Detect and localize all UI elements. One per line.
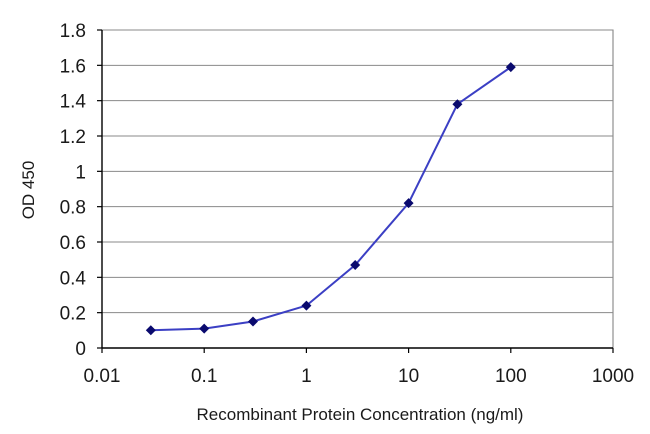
x-tick-label: 1 (301, 366, 312, 387)
y-tick-label: 0.2 (60, 304, 86, 325)
data-point (350, 260, 361, 270)
y-tick-label: 1.4 (60, 92, 87, 113)
y-tick-label: 0 (75, 339, 86, 360)
data-point (301, 300, 312, 311)
data-point (403, 198, 414, 209)
data-point (145, 325, 156, 336)
data-point (248, 316, 258, 327)
y-tick-label: 0.8 (60, 198, 86, 219)
y-axis-title: OD 450 (19, 161, 38, 220)
plot-area (101, 29, 614, 349)
x-tick-label: 0.01 (84, 366, 121, 387)
y-tick-label: 1.8 (60, 21, 86, 42)
data-point (452, 99, 463, 110)
x-axis-title: Recombinant Protein Concentration (ng/ml… (197, 405, 524, 424)
y-axis-ticks: 0 0.2 0.4 0.6 0.8 1 1.2 1.4 1.6 1.8 (60, 21, 102, 360)
y-tick-label: 0.6 (60, 233, 86, 254)
x-tick-label: 0.1 (191, 366, 217, 387)
series-group (145, 62, 516, 336)
y-tick-label: 1.2 (60, 127, 86, 148)
x-axis-ticks: 0.01 0.1 1 10 100 1000 (84, 348, 634, 387)
gridlines (102, 29, 613, 314)
x-tick-label: 1000 (592, 366, 634, 387)
y-tick-label: 0.4 (60, 268, 87, 289)
series-line (150, 66, 512, 332)
y-tick-label: 1.6 (60, 56, 86, 77)
data-point (505, 62, 516, 73)
data-point (199, 323, 210, 334)
x-tick-label: 100 (495, 366, 527, 387)
x-tick-label: 10 (398, 366, 419, 387)
y-tick-label: 1 (75, 162, 86, 183)
